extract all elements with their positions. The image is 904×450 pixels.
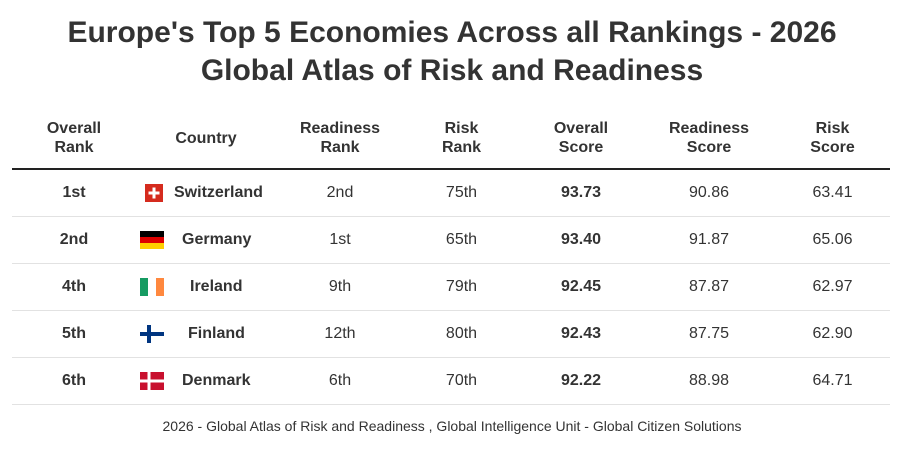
rankings-table: Overall Rank Country Readiness Rank Risk Ra…	[12, 108, 890, 405]
readiness-rank-cell: 9th	[276, 263, 404, 311]
overall-rank-cell: 4th	[12, 263, 136, 311]
country-name: Switzerland	[174, 184, 263, 201]
readiness-rank-cell: 1st	[276, 216, 404, 264]
risk-score-cell: 65.06	[775, 216, 890, 264]
country-name: Germany	[182, 231, 252, 248]
header-risk-rank: Risk Rank	[404, 108, 519, 170]
ireland-flag-icon	[140, 278, 164, 296]
chart-title: Europe's Top 5 Economies Across all Rank…	[67, 16, 837, 49]
germany-flag-icon	[140, 231, 164, 249]
risk-score-cell: 62.90	[775, 310, 890, 358]
readiness-score-cell: 88.98	[643, 357, 775, 405]
table-row: 2nd Germany 1st 65th 93.40 91.87 65.06	[12, 216, 890, 264]
country-cell: Germany	[136, 216, 276, 264]
risk-score-cell: 64.71	[775, 357, 890, 405]
header-row: Overall Rank Country Readiness Rank Risk Ra…	[12, 108, 890, 170]
readiness-score-cell: 87.87	[643, 263, 775, 311]
risk-rank-cell: 80th	[404, 310, 519, 358]
header-country: Country	[136, 108, 276, 170]
finland-flag-icon	[140, 325, 164, 343]
header-overall-rank: Overall Rank	[12, 108, 136, 170]
overall-rank-cell: 5th	[12, 310, 136, 358]
switzerland-flag-icon	[145, 184, 163, 202]
readiness-rank-cell: 6th	[276, 357, 404, 405]
overall-rank-cell: 2nd	[12, 216, 136, 264]
readiness-score-cell: 87.75	[643, 310, 775, 358]
risk-rank-cell: 79th	[404, 263, 519, 311]
risk-score-cell: 63.41	[775, 169, 890, 217]
country-cell: Denmark	[136, 357, 276, 405]
country-name: Ireland	[190, 278, 243, 295]
overall-score-cell: 93.40	[519, 216, 643, 264]
overall-score-cell: 93.73	[519, 169, 643, 217]
overall-rank-cell: 1st	[12, 169, 136, 217]
chart-subtitle: Global Atlas of Risk and Readiness	[200, 54, 704, 87]
risk-rank-cell: 75th	[404, 169, 519, 217]
country-cell: Ireland	[136, 263, 276, 311]
source-note: 2026 - Global Atlas of Risk and Readines…	[162, 418, 742, 434]
table-row: 4th Ireland 9th 79th 92.45 87.87 62.97	[12, 263, 890, 311]
readiness-rank-cell: 12th	[276, 310, 404, 358]
risk-rank-cell: 70th	[404, 357, 519, 405]
country-name: Finland	[188, 325, 245, 342]
table-row: 6th Denmark 6th 70th 92.22 88.98 64.71	[12, 357, 890, 405]
readiness-score-cell: 90.86	[643, 169, 775, 217]
header-readiness-rank: Readiness Rank	[276, 108, 404, 170]
readiness-rank-cell: 2nd	[276, 169, 404, 217]
overall-rank-cell: 6th	[12, 357, 136, 405]
overall-score-cell: 92.43	[519, 310, 643, 358]
overall-score-cell: 92.22	[519, 357, 643, 405]
risk-rank-cell: 65th	[404, 216, 519, 264]
header-overall-score: Overall Score	[519, 108, 643, 170]
country-cell: Finland	[136, 310, 276, 358]
table-row: 1st Switzerland 2nd 75th 93.73 90.86 63.…	[12, 169, 890, 217]
header-readiness-score: Readiness Score	[643, 108, 775, 170]
denmark-flag-icon	[140, 372, 164, 390]
risk-score-cell: 62.97	[775, 263, 890, 311]
country-name: Denmark	[182, 372, 251, 389]
header-risk-score: Risk Score	[775, 108, 890, 170]
table-row: 5th Finland 12th 80th 92.43 87.75 62.90	[12, 310, 890, 358]
readiness-score-cell: 91.87	[643, 216, 775, 264]
overall-score-cell: 92.45	[519, 263, 643, 311]
country-cell: Switzerland	[136, 169, 276, 217]
